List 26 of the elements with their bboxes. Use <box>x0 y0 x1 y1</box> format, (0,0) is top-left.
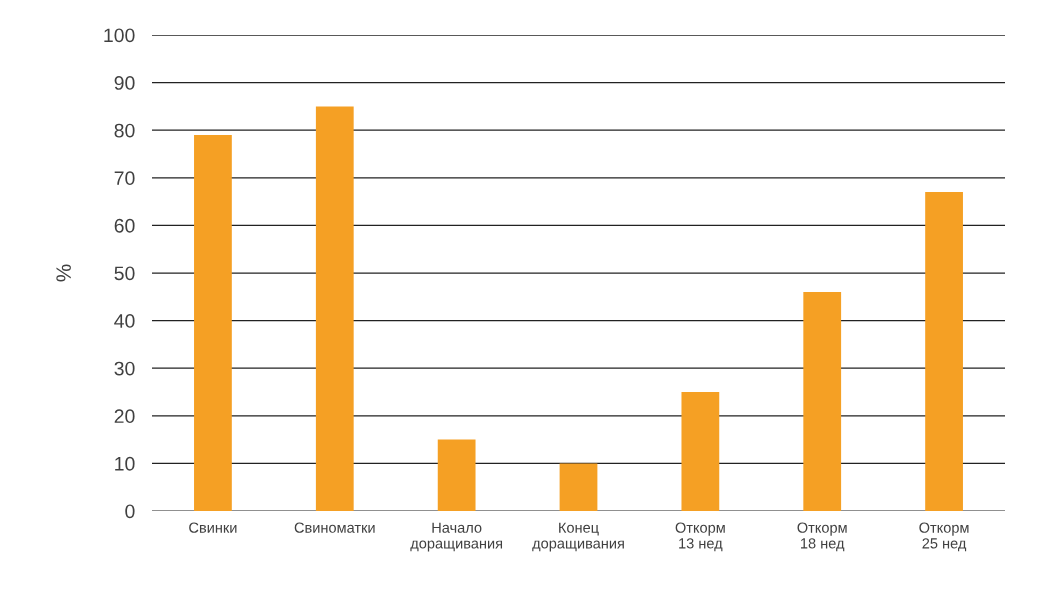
bar <box>681 392 720 511</box>
x-tick-label: Конец доращивания <box>532 522 624 552</box>
bar <box>803 292 842 511</box>
x-tick-label: Откорм 13 нед <box>675 522 725 552</box>
y-tick-label: 60 <box>114 218 135 233</box>
bar <box>559 463 598 511</box>
bar <box>194 134 232 511</box>
y-tick-label: 70 <box>114 171 135 186</box>
x-tick-label: Свиноматки <box>294 522 375 533</box>
y-tick-label: 10 <box>115 456 135 471</box>
x-tick-label: Начало доращивания <box>410 522 503 552</box>
y-tick-label: 0 <box>125 504 135 519</box>
y-tick-label: 50 <box>114 266 135 281</box>
y-tick-label: 40 <box>114 314 135 328</box>
y-tick-label: 100 <box>104 28 135 43</box>
y-tick-label: 80 <box>114 123 135 138</box>
y-tick-label: 30 <box>114 361 135 376</box>
bar <box>437 439 476 511</box>
y-tick-label: 90 <box>114 76 135 90</box>
y-axis-title: % <box>56 264 71 282</box>
bar <box>925 192 963 511</box>
x-tick-label: Откорм 25 нед <box>919 522 969 552</box>
x-tick-label: Свинки <box>189 522 237 533</box>
x-tick-label: Откорм 18 нед <box>797 522 847 552</box>
bar <box>315 106 354 511</box>
y-tick-label: 20 <box>114 409 135 424</box>
